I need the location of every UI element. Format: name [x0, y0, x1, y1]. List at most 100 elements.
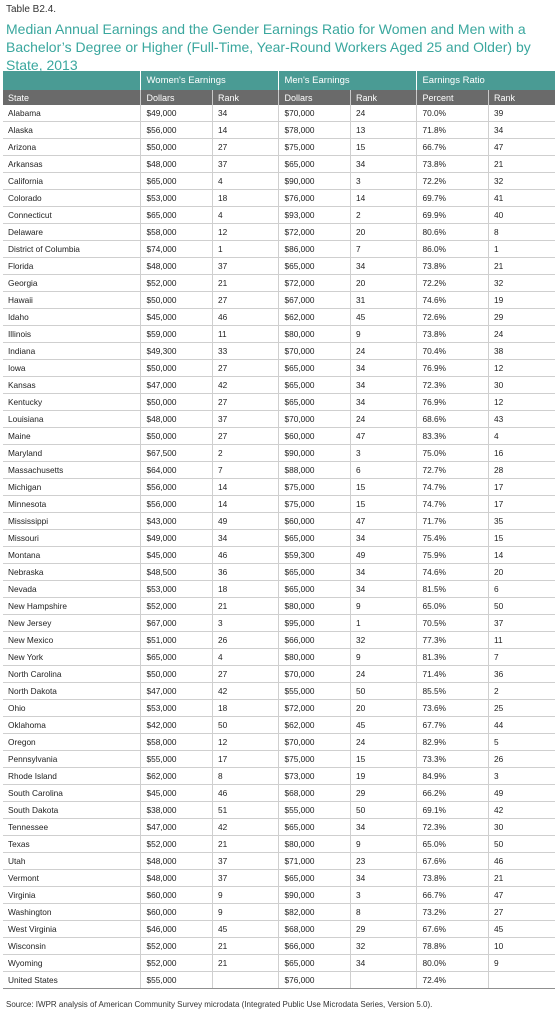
table-body: Alabama $49,000 34 $70,000 24 70.0% 39 Alaska $5…	[3, 105, 555, 989]
men-dollars-cell: $59,300	[278, 546, 351, 564]
women-rank-cell: 9	[211, 903, 279, 921]
ratio-rank-cell: 30	[487, 376, 555, 394]
men-dollars-cell: $65,000	[278, 393, 351, 411]
state-cell: Kansas	[3, 376, 141, 394]
women-dollars-cell: $48,000	[140, 155, 213, 173]
women-rank-cell: 27	[211, 291, 279, 309]
women-dollars-cell: $50,000	[140, 138, 213, 156]
ratio-rank-cell: 17	[487, 478, 555, 496]
men-dollars-cell: $80,000	[278, 325, 351, 343]
women-dollars-cell: $74,000	[140, 240, 213, 258]
men-dollars-cell: $62,000	[278, 308, 351, 326]
column-header-women-rank: Rank	[211, 90, 279, 105]
state-cell: Rhode Island	[3, 767, 141, 785]
men-dollars-cell: $68,000	[278, 784, 351, 802]
ratio-percent-cell: 73.8%	[416, 869, 489, 887]
ratio-percent-cell: 66.7%	[416, 138, 489, 156]
women-rank-cell: 42	[211, 818, 279, 836]
men-dollars-cell: $70,000	[278, 342, 351, 360]
table-row: Ohio $53,000 18 $72,000 20 73.6% 25	[3, 699, 555, 717]
ratio-rank-cell: 4	[487, 427, 555, 445]
table-row: Alaska $56,000 14 $78,000 13 71.8% 34	[3, 121, 555, 139]
men-dollars-cell: $72,000	[278, 699, 351, 717]
ratio-percent-cell: 75.0%	[416, 444, 489, 462]
men-rank-cell: 32	[349, 937, 417, 955]
women-rank-cell: 27	[211, 138, 279, 156]
table-row: Wyoming $52,000 21 $65,000 34 80.0% 9	[3, 954, 555, 972]
men-dollars-cell: $80,000	[278, 597, 351, 615]
men-dollars-cell: $65,000	[278, 818, 351, 836]
women-dollars-cell: $67,000	[140, 614, 213, 632]
table-row: Connecticut $65,000 4 $93,000 2 69.9% 40	[3, 206, 555, 224]
women-dollars-cell: $48,000	[140, 852, 213, 870]
ratio-percent-cell: 74.7%	[416, 495, 489, 513]
women-rank-cell: 27	[211, 359, 279, 377]
men-rank-cell: 50	[349, 682, 417, 700]
men-rank-cell: 15	[349, 138, 417, 156]
table-row: Minnesota $56,000 14 $75,000 15 74.7% 17	[3, 495, 555, 513]
women-rank-cell: 50	[211, 716, 279, 734]
table-row: Virginia $60,000 9 $90,000 3 66.7% 47	[3, 886, 555, 904]
men-rank-cell: 2	[349, 206, 417, 224]
ratio-rank-cell	[487, 971, 555, 989]
state-cell: New York	[3, 648, 141, 666]
column-header-women-dollars: Dollars	[140, 90, 213, 105]
state-cell: Massachusetts	[3, 461, 141, 479]
women-dollars-cell: $45,000	[140, 546, 213, 564]
men-rank-cell: 47	[349, 427, 417, 445]
women-rank-cell: 18	[211, 580, 279, 598]
ratio-rank-cell: 19	[487, 291, 555, 309]
men-rank-cell: 49	[349, 546, 417, 564]
ratio-rank-cell: 11	[487, 631, 555, 649]
ratio-rank-cell: 5	[487, 733, 555, 751]
table-row: Rhode Island $62,000 8 $73,000 19 84.9% 3	[3, 767, 555, 785]
women-dollars-cell: $53,000	[140, 580, 213, 598]
men-rank-cell: 9	[349, 648, 417, 666]
ratio-percent-cell: 71.8%	[416, 121, 489, 139]
table-row: Arkansas $48,000 37 $65,000 34 73.8% 21	[3, 155, 555, 173]
table-row: Washington $60,000 9 $82,000 8 73.2% 27	[3, 903, 555, 921]
ratio-percent-cell: 72.7%	[416, 461, 489, 479]
women-rank-cell: 33	[211, 342, 279, 360]
ratio-percent-cell: 69.7%	[416, 189, 489, 207]
state-cell: Louisiana	[3, 410, 141, 428]
women-rank-cell: 37	[211, 410, 279, 428]
state-cell: Arkansas	[3, 155, 141, 173]
ratio-percent-cell: 70.0%	[416, 105, 489, 122]
women-rank-cell: 45	[211, 920, 279, 938]
earnings-table: Women's Earnings Men's Earnings Earnings…	[3, 71, 555, 989]
table-row: West Virginia $46,000 45 $68,000 29 67.6% 45	[3, 920, 555, 938]
group-header-earnings-ratio: Earnings Ratio	[416, 71, 555, 90]
women-rank-cell: 8	[211, 767, 279, 785]
women-dollars-cell: $47,000	[140, 818, 213, 836]
women-dollars-cell: $67,500	[140, 444, 213, 462]
men-rank-cell: 24	[349, 105, 417, 122]
table-row: South Dakota $38,000 51 $55,000 50 69.1% 42	[3, 801, 555, 819]
men-dollars-cell: $73,000	[278, 767, 351, 785]
men-rank-cell: 20	[349, 699, 417, 717]
state-cell: Wyoming	[3, 954, 141, 972]
state-cell: Nebraska	[3, 563, 141, 581]
table-row: United States $55,000 $76,000 72.4%	[3, 971, 555, 989]
women-dollars-cell: $59,000	[140, 325, 213, 343]
men-rank-cell: 45	[349, 716, 417, 734]
women-rank-cell: 26	[211, 631, 279, 649]
women-rank-cell: 17	[211, 750, 279, 768]
men-dollars-cell: $70,000	[278, 733, 351, 751]
table-row: Pennsylvania $55,000 17 $75,000 15 73.3% 26	[3, 750, 555, 768]
column-header-ratio-rank: Rank	[487, 90, 555, 105]
men-dollars-cell: $90,000	[278, 886, 351, 904]
state-cell: Minnesota	[3, 495, 141, 513]
ratio-percent-cell: 67.7%	[416, 716, 489, 734]
ratio-percent-cell: 72.3%	[416, 376, 489, 394]
state-cell: Oklahoma	[3, 716, 141, 734]
women-rank-cell: 37	[211, 257, 279, 275]
men-dollars-cell: $65,000	[278, 257, 351, 275]
women-dollars-cell: $50,000	[140, 427, 213, 445]
table-row: Delaware $58,000 12 $72,000 20 80.6% 8	[3, 223, 555, 241]
table-row: Hawaii $50,000 27 $67,000 31 74.6% 19	[3, 291, 555, 309]
ratio-rank-cell: 9	[487, 954, 555, 972]
ratio-percent-cell: 72.2%	[416, 274, 489, 292]
men-dollars-cell: $55,000	[278, 682, 351, 700]
